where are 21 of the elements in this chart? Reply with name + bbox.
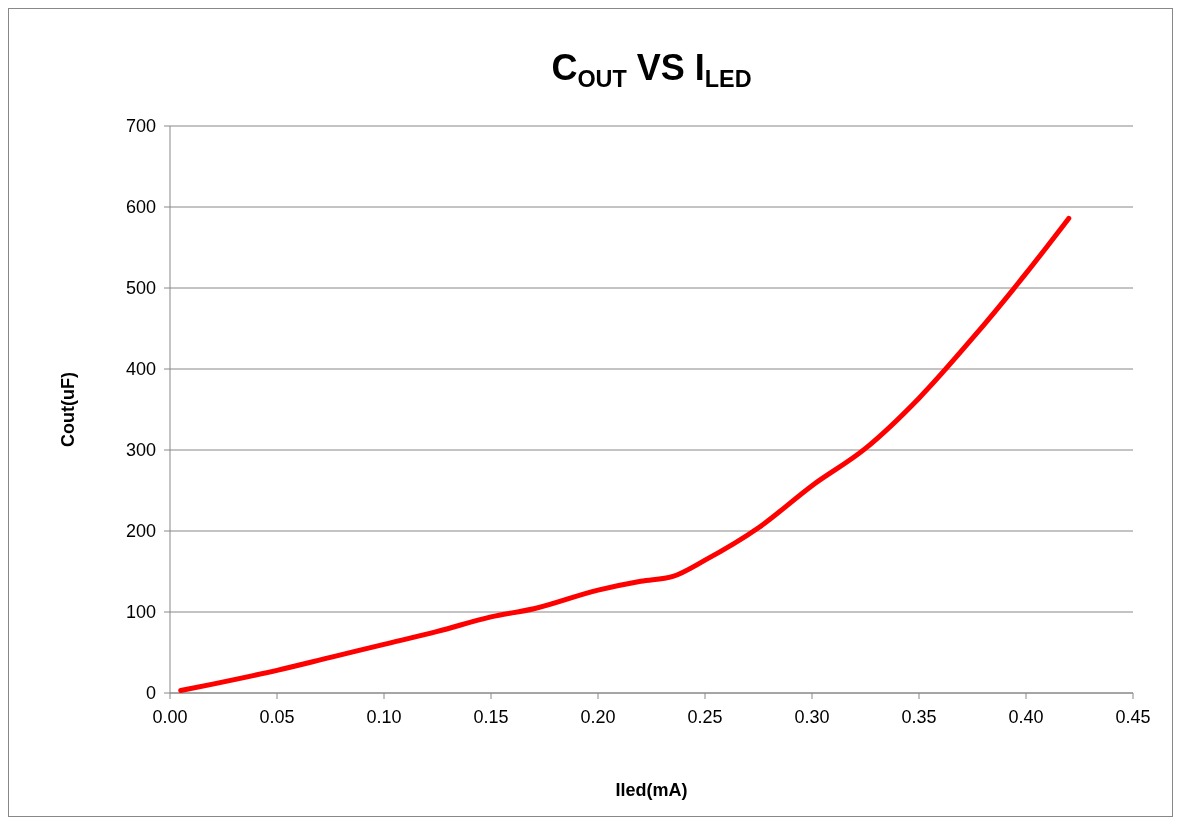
x-tick-label: 0.20	[580, 707, 616, 727]
x-tick-label: 0.15	[473, 707, 509, 727]
y-tick-label: 100	[125, 602, 156, 623]
x-tick-label: 0.30	[794, 707, 830, 727]
y-tick-label: 200	[125, 521, 156, 542]
x-tick-label: 0.40	[1008, 707, 1044, 727]
x-tick-label: 0.05	[259, 707, 295, 727]
y-tick-label: 600	[125, 197, 156, 218]
x-tick-label: 0.10	[366, 707, 402, 727]
y-tick-label: 700	[125, 116, 156, 137]
y-axis-title: Cout(uF)	[58, 372, 78, 447]
x-tick-label: 0.00	[152, 707, 188, 727]
x-tick-label: 0.25	[687, 707, 723, 727]
x-tick-label: 0.45	[1115, 707, 1151, 727]
y-tick-label: 300	[125, 440, 156, 461]
chart-title: C$_{OUT}$ VS I$_{LED}$	[551, 47, 752, 92]
y-tick-label: 0	[145, 683, 156, 704]
x-tick-label: 0.35	[901, 707, 937, 727]
x-axis-title: Iled(mA)	[615, 780, 688, 800]
y-tick-label: 500	[125, 278, 156, 299]
y-tick-label: 400	[125, 359, 156, 380]
